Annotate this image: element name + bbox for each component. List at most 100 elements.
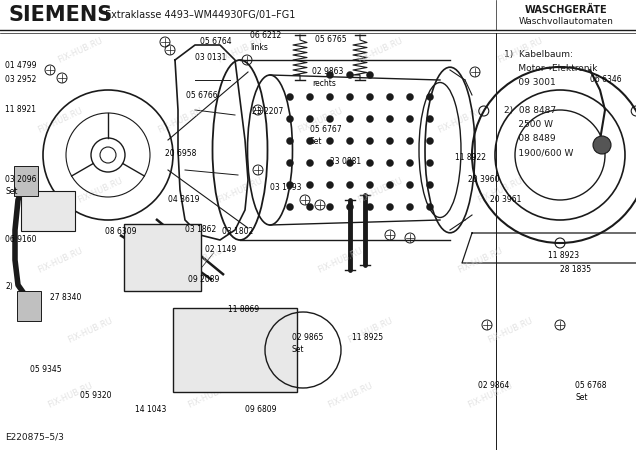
Text: FIX-HUB.RU: FIX-HUB.RU	[66, 315, 114, 344]
Circle shape	[326, 138, 333, 144]
Circle shape	[347, 116, 354, 122]
Circle shape	[387, 181, 394, 189]
Text: FIX-HUB.RU: FIX-HUB.RU	[36, 246, 84, 274]
Text: 01 4799: 01 4799	[5, 60, 36, 69]
FancyBboxPatch shape	[17, 291, 41, 321]
Circle shape	[427, 94, 434, 100]
Circle shape	[307, 159, 314, 166]
Text: 02 9865: 02 9865	[292, 333, 323, 342]
Text: 2): 2)	[5, 283, 13, 292]
Text: FIX-HUB.RU: FIX-HUB.RU	[316, 246, 364, 274]
Text: 05 6767: 05 6767	[310, 126, 342, 135]
Text: Set: Set	[575, 392, 588, 401]
Text: FIX-HUB.RU: FIX-HUB.RU	[156, 106, 204, 135]
Text: 14 1043: 14 1043	[135, 405, 167, 414]
Circle shape	[347, 159, 354, 166]
Circle shape	[286, 94, 293, 100]
Text: FIX-HUB.RU: FIX-HUB.RU	[76, 176, 124, 204]
Text: 04 3619: 04 3619	[168, 195, 200, 204]
Text: Set: Set	[310, 138, 322, 147]
Text: 03 1802: 03 1802	[222, 228, 253, 237]
Circle shape	[387, 159, 394, 166]
Text: 20 3960: 20 3960	[468, 176, 499, 184]
Text: FIX-HUB.RU: FIX-HUB.RU	[456, 246, 504, 274]
Text: FIX-HUB.RU: FIX-HUB.RU	[356, 176, 404, 204]
Circle shape	[406, 138, 413, 144]
Text: FIX-HUB.RU: FIX-HUB.RU	[296, 106, 344, 135]
Text: FIX-HUB.RU: FIX-HUB.RU	[486, 315, 534, 344]
Circle shape	[307, 138, 314, 144]
Text: FIX-HUB.RU: FIX-HUB.RU	[206, 315, 254, 344]
Circle shape	[307, 203, 314, 211]
Circle shape	[326, 181, 333, 189]
Text: 08 6309: 08 6309	[105, 228, 137, 237]
Circle shape	[406, 159, 413, 166]
Text: FIX-HUB.RU: FIX-HUB.RU	[346, 315, 394, 344]
Circle shape	[406, 203, 413, 211]
Circle shape	[307, 116, 314, 122]
Text: links: links	[250, 42, 268, 51]
Text: 03 1862: 03 1862	[185, 225, 216, 234]
Text: FIX-HUB.RU: FIX-HUB.RU	[216, 176, 264, 204]
Circle shape	[286, 116, 293, 122]
Text: 09 3001: 09 3001	[504, 78, 556, 87]
Text: Set: Set	[5, 188, 18, 197]
Circle shape	[286, 181, 293, 189]
Text: 2500 W: 2500 W	[504, 120, 553, 129]
Text: 27 8340: 27 8340	[50, 293, 81, 302]
Text: 11 8923: 11 8923	[548, 251, 579, 260]
Text: 05 9345: 05 9345	[30, 365, 62, 374]
Text: 20 6958: 20 6958	[165, 149, 197, 158]
Text: 28 1835: 28 1835	[560, 266, 591, 274]
FancyBboxPatch shape	[124, 224, 201, 291]
FancyBboxPatch shape	[14, 166, 38, 196]
Text: 03 1493: 03 1493	[270, 184, 301, 193]
Text: FIX-HUB.RU: FIX-HUB.RU	[216, 36, 264, 64]
Circle shape	[326, 159, 333, 166]
Circle shape	[406, 116, 413, 122]
Circle shape	[427, 181, 434, 189]
Text: 03 2952: 03 2952	[5, 76, 36, 85]
Circle shape	[387, 138, 394, 144]
Text: 05 6765: 05 6765	[315, 36, 347, 45]
Text: FIX-HUB.RU: FIX-HUB.RU	[476, 176, 524, 204]
Text: 05 6766: 05 6766	[186, 90, 218, 99]
Circle shape	[387, 203, 394, 211]
Text: FIX-HUB.RU: FIX-HUB.RU	[46, 381, 94, 410]
Circle shape	[307, 94, 314, 100]
Text: FIX-HUB.RU: FIX-HUB.RU	[436, 106, 484, 135]
FancyBboxPatch shape	[21, 191, 75, 231]
Circle shape	[427, 116, 434, 122]
Text: Motor→Elektronik: Motor→Elektronik	[504, 64, 597, 73]
Text: 03 2096: 03 2096	[5, 176, 36, 184]
Circle shape	[387, 94, 394, 100]
Text: 11 8922: 11 8922	[455, 153, 486, 162]
Text: 06 9160: 06 9160	[5, 235, 36, 244]
Text: Waschvollautomaten: Waschvollautomaten	[518, 18, 614, 27]
Text: 09 2089: 09 2089	[188, 275, 219, 284]
Text: FIX-HUB.RU: FIX-HUB.RU	[326, 381, 374, 410]
Circle shape	[366, 72, 373, 78]
Text: 11 8921: 11 8921	[5, 105, 36, 114]
Circle shape	[326, 94, 333, 100]
Circle shape	[326, 72, 333, 78]
Text: 05 6764: 05 6764	[200, 37, 232, 46]
Circle shape	[366, 181, 373, 189]
Circle shape	[326, 116, 333, 122]
Text: 02 1149: 02 1149	[205, 246, 236, 255]
Text: Extraklasse 4493–WM44930FG/01–FG1: Extraklasse 4493–WM44930FG/01–FG1	[105, 10, 295, 20]
Text: 03 0131: 03 0131	[195, 53, 226, 62]
Circle shape	[406, 181, 413, 189]
Text: 11 8869: 11 8869	[228, 306, 259, 315]
Circle shape	[307, 181, 314, 189]
Circle shape	[286, 138, 293, 144]
Text: 20 3961: 20 3961	[490, 195, 522, 204]
Text: Set: Set	[292, 346, 305, 355]
Circle shape	[387, 116, 394, 122]
Text: 09 6809: 09 6809	[245, 405, 277, 414]
Text: 06 6346: 06 6346	[590, 76, 621, 85]
Text: 23 2207: 23 2207	[252, 108, 283, 117]
Text: FIX-HUB.RU: FIX-HUB.RU	[176, 246, 224, 274]
Text: 1900/600 W: 1900/600 W	[504, 148, 574, 157]
Circle shape	[366, 203, 373, 211]
